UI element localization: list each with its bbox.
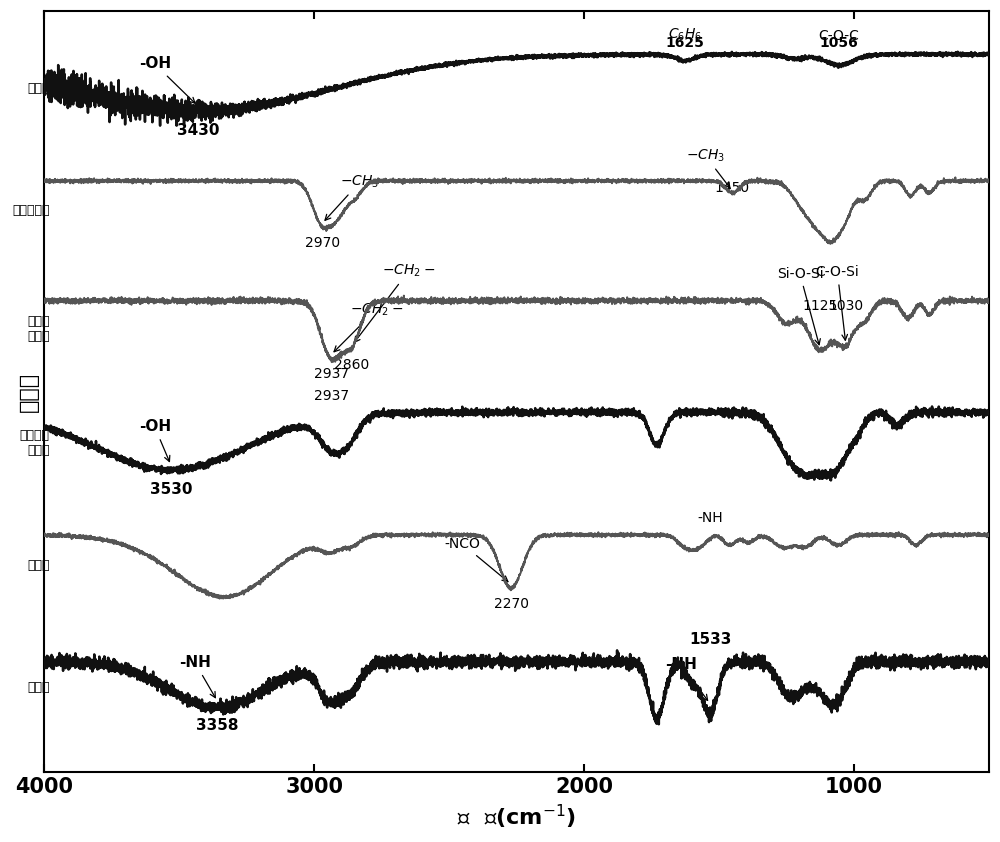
Text: 3358: 3358 xyxy=(196,718,239,733)
Text: 硅烷偶联剂: 硅烷偶联剂 xyxy=(12,204,50,217)
X-axis label: 波  数(cm$^{-1}$): 波 数(cm$^{-1}$) xyxy=(457,802,576,831)
Text: $-CH_3$: $-CH_3$ xyxy=(325,173,380,221)
Text: 3530: 3530 xyxy=(150,482,192,498)
Text: 固化剂: 固化剂 xyxy=(27,559,50,572)
Text: 1125: 1125 xyxy=(803,299,838,313)
Text: Si-O-Si: Si-O-Si xyxy=(777,267,823,344)
Text: 2970: 2970 xyxy=(305,236,340,250)
Text: C-O-C: C-O-C xyxy=(818,29,859,43)
Text: 2937: 2937 xyxy=(314,389,349,402)
Text: 功能化
石黑烯: 功能化 石黑烯 xyxy=(27,315,50,343)
Text: $-CH_3$: $-CH_3$ xyxy=(686,147,730,188)
Text: 1625: 1625 xyxy=(666,35,705,50)
Text: -NH: -NH xyxy=(179,655,215,698)
Text: 聚氨酯: 聚氨酯 xyxy=(27,681,50,694)
Text: 2860: 2860 xyxy=(334,358,370,372)
Text: -NH: -NH xyxy=(697,511,723,525)
Text: 3430: 3430 xyxy=(177,123,219,138)
Text: 1450: 1450 xyxy=(715,181,750,195)
Text: -OH: -OH xyxy=(139,419,171,461)
Text: 2270: 2270 xyxy=(494,597,529,611)
Text: 1533: 1533 xyxy=(689,632,731,647)
Text: $C_6H_6$: $C_6H_6$ xyxy=(668,26,702,43)
Text: C-O-Si: C-O-Si xyxy=(816,265,859,340)
Text: 1056: 1056 xyxy=(819,35,858,50)
Text: 石墨烯: 石墨烯 xyxy=(27,83,50,95)
Text: 羟基丙烯
酸树脂: 羟基丙烯 酸树脂 xyxy=(20,429,50,457)
Text: 2937: 2937 xyxy=(314,367,349,381)
Y-axis label: 透过率: 透过率 xyxy=(19,371,39,412)
Text: 1030: 1030 xyxy=(828,299,863,313)
Text: $-CH_2-$: $-CH_2-$ xyxy=(334,301,403,352)
Text: $-CH_2-$: $-CH_2-$ xyxy=(354,263,435,343)
Text: -OH: -OH xyxy=(139,56,195,104)
Text: -NCO: -NCO xyxy=(445,537,508,582)
Text: -NH: -NH xyxy=(665,657,708,701)
